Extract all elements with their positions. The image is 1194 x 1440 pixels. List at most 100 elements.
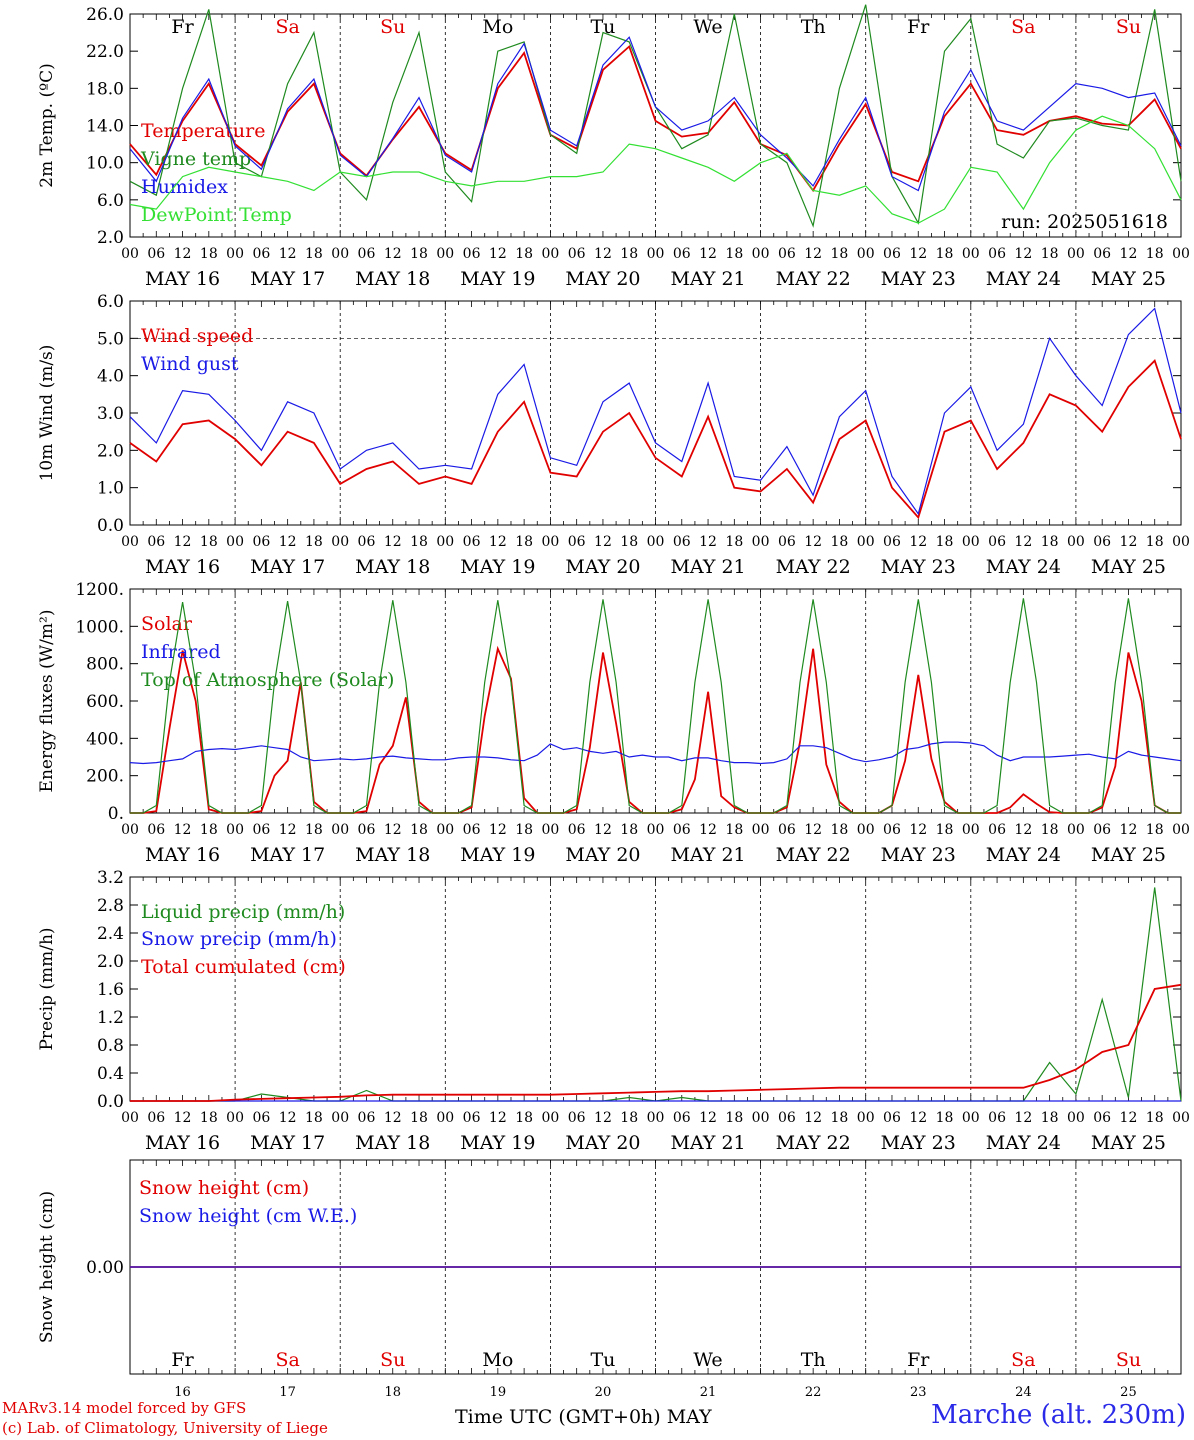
hour-tick-label: 18 — [305, 534, 323, 550]
hour-tick-label: 18 — [725, 534, 743, 550]
hour-tick-label: 00 — [121, 1110, 139, 1126]
hour-tick-label: 06 — [147, 246, 165, 262]
hour-tick-label: 12 — [909, 822, 927, 838]
weekday-label: Fr — [171, 1349, 194, 1371]
day-label: MAY 23 — [881, 556, 956, 578]
hour-tick-label: 00 — [436, 1110, 454, 1126]
hour-tick-label: 18 — [410, 822, 428, 838]
hour-tick-label: 00 — [752, 822, 770, 838]
y-tick-label: 5.0 — [97, 329, 124, 349]
station-title: Marche (alt. 230m) — [931, 1400, 1186, 1430]
hour-tick-label: 18 — [1041, 246, 1059, 262]
hour-tick-label: 12 — [1014, 534, 1032, 550]
y-tick-label: 600. — [86, 692, 124, 712]
series-line-humidex — [129, 36, 1182, 192]
y-tick-label: 1200. — [75, 580, 124, 600]
day-label: MAY 22 — [776, 268, 851, 290]
hour-tick-label: 18 — [305, 246, 323, 262]
day-label: MAY 24 — [986, 556, 1061, 578]
hour-tick-label: 18 — [200, 822, 218, 838]
weekday-label: Mo — [482, 1349, 513, 1371]
weekday-label: Sa — [275, 1349, 299, 1371]
hour-tick-label: 12 — [804, 822, 822, 838]
day-label: MAY 18 — [355, 844, 430, 866]
hour-tick-label: 18 — [620, 822, 638, 838]
hour-tick-label: 18 — [515, 1110, 533, 1126]
hour-tick-label: 18 — [831, 822, 849, 838]
series-line-top-of-atmosphere-solar- — [130, 598, 1181, 814]
lab-credit: (c) Lab. of Climatology, University of L… — [2, 1419, 328, 1437]
hour-tick-label: 00 — [541, 534, 559, 550]
model-credit: MARv3.14 model forced by GFS — [2, 1399, 247, 1417]
hour-tick-label: 18 — [1041, 1110, 1059, 1126]
hour-tick-label: 00 — [226, 822, 244, 838]
day-label: MAY 21 — [670, 844, 745, 866]
y-tick-label: 1.2 — [97, 1008, 124, 1028]
y-tick-label: 14.0 — [86, 117, 124, 137]
hour-tick-label: 18 — [1146, 822, 1164, 838]
weekday-label: We — [693, 16, 722, 38]
hour-tick-label: 00 — [331, 822, 349, 838]
hour-tick-label: 12 — [1120, 1110, 1138, 1126]
day-label: MAY 19 — [460, 268, 535, 290]
hour-tick-label: 06 — [252, 822, 270, 838]
legend-entry: Top of Atmosphere (Solar) — [141, 669, 394, 691]
hour-tick-label: 18 — [200, 534, 218, 550]
y-tick-label: 0.4 — [97, 1064, 124, 1084]
hour-tick-label: 12 — [384, 246, 402, 262]
hour-tick-label: 06 — [673, 1110, 691, 1126]
hour-tick-label: 06 — [252, 246, 270, 262]
hour-tick-label: 00 — [647, 534, 665, 550]
day-number-label: 16 — [174, 1385, 191, 1400]
hour-tick-label: 18 — [831, 534, 849, 550]
y-tick-label: 10.0 — [86, 154, 124, 174]
hour-tick-label: 18 — [200, 246, 218, 262]
hour-tick-label: 18 — [305, 1110, 323, 1126]
weekday-label: Fr — [907, 1349, 930, 1371]
day-number-label: 24 — [1015, 1385, 1032, 1400]
weekday-label: Sa — [275, 16, 299, 38]
hour-tick-label: 06 — [568, 246, 586, 262]
hour-tick-label: 12 — [279, 822, 297, 838]
y-tick-label: 1.0 — [97, 479, 124, 499]
day-label: MAY 20 — [565, 1132, 640, 1154]
hour-tick-label: 00 — [962, 822, 980, 838]
series-line-temperature — [129, 44, 1182, 193]
y-tick-label: 400. — [86, 729, 124, 749]
legend-entry: Snow height (cm W.E.) — [139, 1205, 357, 1227]
legend-entry: Wind speed — [141, 325, 253, 347]
hour-tick-label: 00 — [752, 246, 770, 262]
y-tick-label: 2.8 — [97, 896, 124, 916]
day-label: MAY 18 — [355, 268, 430, 290]
day-label: MAY 21 — [670, 1132, 745, 1154]
hour-tick-label: 00 — [647, 246, 665, 262]
legend-entry: Snow height (cm) — [139, 1177, 309, 1199]
hour-tick-label: 00 — [1067, 534, 1085, 550]
y-tick-label: 0.0 — [97, 1092, 124, 1112]
day-label: MAY 20 — [565, 268, 640, 290]
hour-tick-label: 06 — [883, 534, 901, 550]
hour-tick-label: 06 — [358, 534, 376, 550]
day-number-label: 18 — [384, 1385, 401, 1400]
hour-tick-label: 12 — [699, 1110, 717, 1126]
y-axis-label: 2m Temp. (ºC) — [37, 63, 57, 188]
hour-tick-label: 06 — [358, 1110, 376, 1126]
hour-tick-label: 06 — [1093, 246, 1111, 262]
weekday-label: Sa — [1011, 1349, 1035, 1371]
y-axis-label: 10m Wind (m/s) — [37, 345, 57, 482]
y-tick-label: 200. — [86, 767, 124, 787]
day-label: MAY 19 — [460, 844, 535, 866]
hour-tick-label: 12 — [594, 822, 612, 838]
hour-tick-label: 18 — [620, 246, 638, 262]
weekday-label: Th — [801, 16, 826, 38]
hour-tick-label: 00 — [541, 246, 559, 262]
hour-tick-label: 06 — [778, 1110, 796, 1126]
day-label: MAY 19 — [460, 1132, 535, 1154]
weekday-label: Fr — [171, 16, 194, 38]
y-tick-label: 0.0 — [97, 516, 124, 536]
hour-tick-label: 06 — [988, 1110, 1006, 1126]
y-tick-label: 3.0 — [97, 404, 124, 424]
y-tick-label: 6.0 — [97, 292, 124, 312]
day-label: MAY 21 — [670, 268, 745, 290]
run-label: run: 2025051618 — [1001, 211, 1168, 233]
